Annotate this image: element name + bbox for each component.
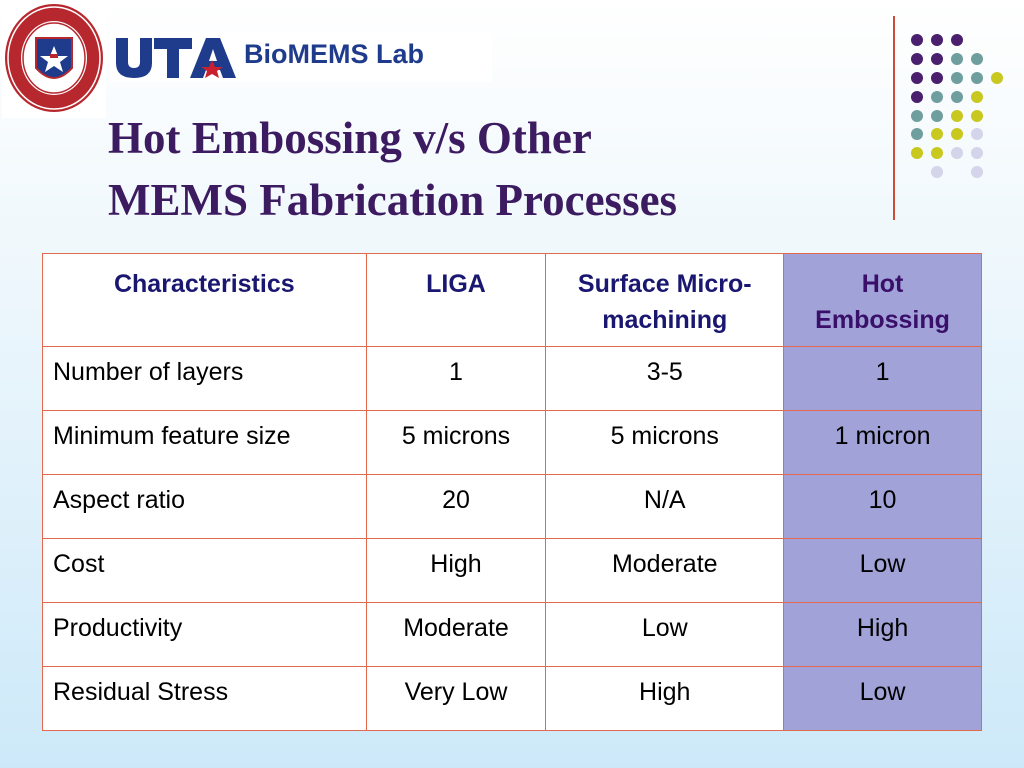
decorative-dot-grid bbox=[911, 34, 1003, 178]
title-line-1: Hot Embossing v/s Other bbox=[108, 113, 592, 163]
dot-row-1 bbox=[911, 34, 963, 46]
title-line-2: MEMS Fabrication Processes bbox=[108, 175, 678, 225]
cell-hot-embossing: 1 micron bbox=[783, 410, 982, 475]
table-row: Residual Stress Very Low High Low bbox=[42, 666, 982, 731]
cell-liga: Moderate bbox=[365, 602, 547, 667]
cell-liga: 1 bbox=[365, 346, 547, 411]
table-row: Number of layers 1 3-5 1 bbox=[42, 346, 982, 411]
uta-logo bbox=[116, 38, 236, 78]
header-banner: BioMEMS Lab bbox=[110, 32, 492, 82]
table-header-row: Characteristics LIGA Surface Micro-machi… bbox=[42, 253, 982, 347]
row-label: Aspect ratio bbox=[42, 474, 367, 539]
dot-row-5 bbox=[911, 110, 983, 122]
row-label: Minimum feature size bbox=[42, 410, 367, 475]
cell-surface: N/A bbox=[545, 474, 785, 539]
cell-hot-embossing: Low bbox=[783, 666, 982, 731]
dot-row-7 bbox=[911, 147, 983, 159]
header-hot-embossing: Hot Embossing bbox=[783, 253, 982, 347]
cell-surface: Moderate bbox=[545, 538, 785, 603]
university-seal-logo bbox=[2, 2, 106, 118]
cell-liga: Very Low bbox=[365, 666, 547, 731]
cell-surface: 5 microns bbox=[545, 410, 785, 475]
cell-liga: 20 bbox=[365, 474, 547, 539]
comparison-table: Characteristics LIGA Surface Micro-machi… bbox=[42, 253, 982, 731]
cell-surface: Low bbox=[545, 602, 785, 667]
cell-hot-embossing: High bbox=[783, 602, 982, 667]
lab-name: BioMEMS Lab bbox=[244, 39, 424, 69]
cell-liga: 5 microns bbox=[365, 410, 547, 475]
cell-surface: High bbox=[545, 666, 785, 731]
decorative-divider bbox=[893, 16, 895, 220]
cell-liga: High bbox=[365, 538, 547, 603]
cell-surface: 3-5 bbox=[545, 346, 785, 411]
dot-row-4 bbox=[911, 91, 983, 103]
header-liga: LIGA bbox=[365, 253, 547, 347]
dot-row-6 bbox=[911, 128, 983, 140]
cell-hot-embossing: 10 bbox=[783, 474, 982, 539]
dot-row-2 bbox=[911, 53, 983, 65]
table-row: Minimum feature size 5 microns 5 microns… bbox=[42, 410, 982, 475]
cell-hot-embossing: Low bbox=[783, 538, 982, 603]
dot-row-8 bbox=[931, 166, 983, 178]
row-label: Productivity bbox=[42, 602, 367, 667]
cell-hot-embossing: 1 bbox=[783, 346, 982, 411]
header-surface-micromachining: Surface Micro-machining bbox=[545, 253, 785, 347]
table-row: Productivity Moderate Low High bbox=[42, 602, 982, 667]
row-label: Number of layers bbox=[42, 346, 367, 411]
table-row: Aspect ratio 20 N/A 10 bbox=[42, 474, 982, 539]
row-label: Residual Stress bbox=[42, 666, 367, 731]
row-label: Cost bbox=[42, 538, 367, 603]
slide-title: Hot Embossing v/s Other MEMS Fabrication… bbox=[108, 107, 888, 231]
table-row: Cost High Moderate Low bbox=[42, 538, 982, 603]
dot-row-3 bbox=[911, 72, 1003, 84]
header-characteristics: Characteristics bbox=[42, 253, 367, 347]
